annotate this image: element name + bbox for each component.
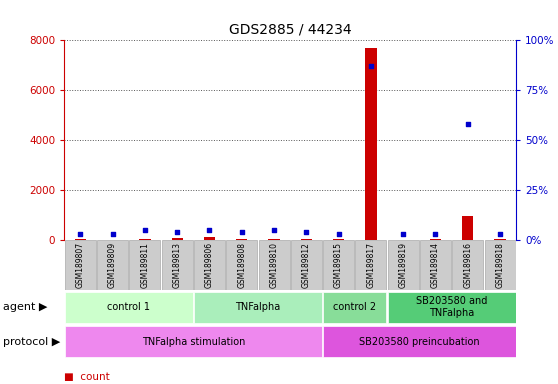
Text: agent ▶: agent ▶ [3,302,47,312]
Bar [430,239,441,240]
Text: GSM189817: GSM189817 [367,242,376,288]
Text: SB203580 preincubation: SB203580 preincubation [359,337,480,347]
Text: TNFalpha stimulation: TNFalpha stimulation [142,337,245,347]
FancyBboxPatch shape [323,326,516,357]
Bar [204,237,215,240]
FancyBboxPatch shape [484,240,516,290]
Point [496,231,504,237]
Bar [75,239,86,240]
Text: protocol ▶: protocol ▶ [3,337,60,347]
FancyBboxPatch shape [323,240,354,290]
Text: GSM189812: GSM189812 [302,242,311,288]
Title: GDS2885 / 44234: GDS2885 / 44234 [229,22,352,36]
FancyBboxPatch shape [226,240,257,290]
Text: GSM189809: GSM189809 [108,242,117,288]
Bar [462,216,473,240]
Point [367,63,376,70]
FancyBboxPatch shape [65,240,96,290]
Text: GSM189806: GSM189806 [205,242,214,288]
Point [237,229,246,235]
Point [205,227,214,233]
Text: GSM189813: GSM189813 [172,242,182,288]
Text: GSM189816: GSM189816 [463,242,472,288]
Text: TNFalpha: TNFalpha [235,302,281,312]
Point [270,227,278,233]
Bar [333,239,344,240]
Point [302,229,311,235]
FancyBboxPatch shape [194,292,322,323]
Text: ■  count: ■ count [64,372,110,382]
Point [431,231,440,237]
Text: GSM189815: GSM189815 [334,242,343,288]
Point [108,231,117,237]
FancyBboxPatch shape [355,240,386,290]
FancyBboxPatch shape [323,292,386,323]
Text: GSM189814: GSM189814 [431,242,440,288]
FancyBboxPatch shape [162,240,193,290]
Text: GSM189811: GSM189811 [141,242,150,288]
Text: GSM189818: GSM189818 [496,242,504,288]
Bar [236,239,247,240]
Point [141,227,150,233]
Point [76,231,85,237]
Text: SB203580 and
TNFalpha: SB203580 and TNFalpha [416,296,487,318]
FancyBboxPatch shape [129,240,160,290]
FancyBboxPatch shape [194,240,225,290]
Point [334,231,343,237]
FancyBboxPatch shape [65,292,193,323]
Point [463,121,472,127]
FancyBboxPatch shape [452,240,483,290]
Text: GSM189810: GSM189810 [270,242,278,288]
Bar [365,48,377,240]
FancyBboxPatch shape [291,240,322,290]
Text: GSM189819: GSM189819 [398,242,408,288]
Point [172,229,181,235]
Bar [494,239,506,240]
FancyBboxPatch shape [65,326,322,357]
Point [398,231,407,237]
Text: control 2: control 2 [333,302,376,312]
FancyBboxPatch shape [97,240,128,290]
Text: GSM189808: GSM189808 [237,242,246,288]
Text: GSM189807: GSM189807 [76,242,85,288]
Bar [268,239,280,240]
Text: control 1: control 1 [107,302,150,312]
FancyBboxPatch shape [258,240,290,290]
Bar [301,239,312,240]
Bar [171,238,183,240]
Bar [140,238,151,240]
FancyBboxPatch shape [420,240,451,290]
FancyBboxPatch shape [388,292,516,323]
FancyBboxPatch shape [388,240,418,290]
